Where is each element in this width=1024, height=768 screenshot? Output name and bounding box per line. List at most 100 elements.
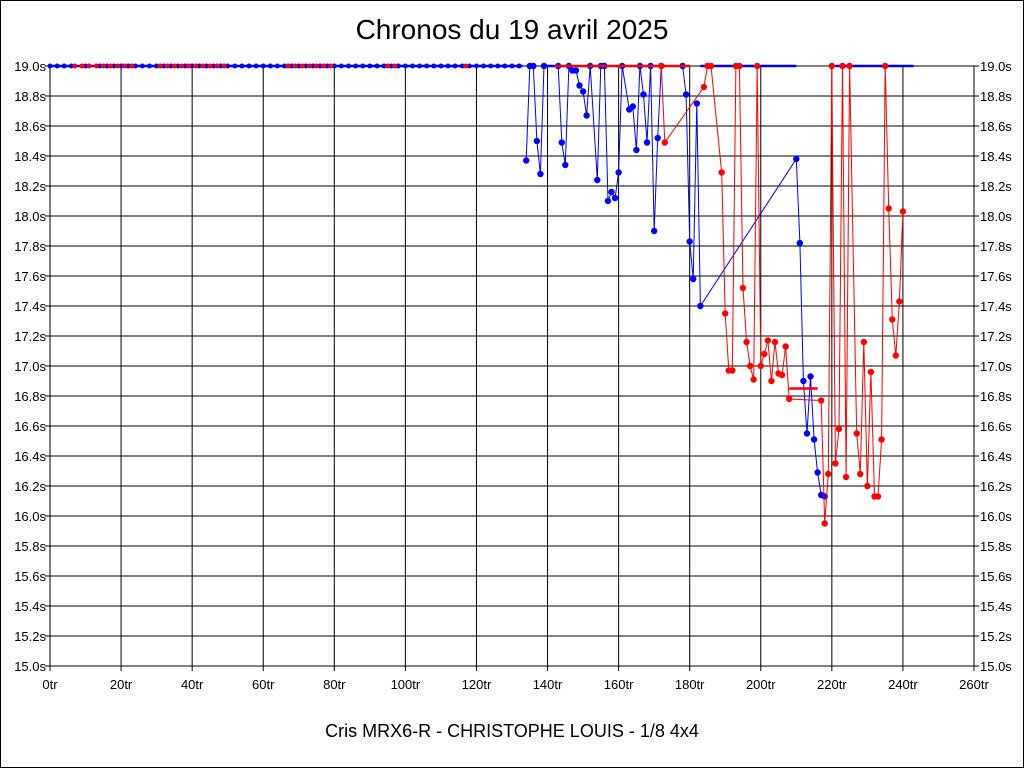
data-point	[658, 62, 665, 70]
axes	[45, 65, 979, 671]
y-tick-label-left: 17.2s	[14, 329, 46, 344]
data-point	[629, 103, 637, 110]
data-point	[104, 63, 110, 69]
data-point	[47, 63, 53, 69]
y-tick-label-right: 15.2s	[980, 629, 1012, 644]
data-point	[814, 469, 821, 476]
data-point	[253, 63, 259, 69]
y-tick-label-right: 15.8s	[980, 539, 1012, 554]
y-tick-label-right: 18.2s	[980, 179, 1012, 194]
data-point	[643, 139, 651, 146]
x-tick-label: 220tr	[817, 677, 847, 692]
data-point	[757, 362, 764, 370]
data-point	[896, 298, 903, 305]
data-point	[572, 67, 580, 74]
y-tick-label-right: 19.0s	[980, 59, 1012, 74]
data-point	[459, 63, 465, 69]
data-point	[686, 238, 693, 245]
x-tick-label: 140tr	[533, 677, 563, 692]
data-point	[392, 63, 398, 69]
y-tick-label-right: 15.0s	[980, 659, 1012, 674]
x-tick-label: 0tr	[42, 677, 58, 692]
x-tick-label: 260tr	[959, 677, 989, 692]
data-point	[750, 376, 757, 383]
data-point	[509, 63, 515, 69]
y-tick-label-left: 17.8s	[14, 239, 46, 254]
x-tick-label: 80tr	[323, 677, 346, 692]
data-point	[118, 63, 124, 69]
y-tick-label-left: 18.6s	[14, 119, 46, 134]
data-point	[768, 377, 775, 385]
data-point	[473, 63, 479, 69]
data-point	[633, 146, 640, 154]
data-point	[803, 430, 811, 437]
y-tick-label-left: 15.0s	[14, 659, 46, 674]
data-point	[83, 63, 89, 69]
data-point	[807, 373, 814, 380]
y-tick-label-right: 16.6s	[980, 419, 1012, 434]
data-point	[533, 137, 541, 145]
data-point	[381, 63, 387, 69]
data-point	[693, 100, 700, 107]
data-point	[317, 63, 323, 69]
data-point	[147, 63, 153, 69]
data-point	[86, 63, 92, 69]
data-point	[246, 63, 252, 69]
data-point	[832, 460, 839, 467]
data-point	[79, 63, 85, 69]
data-point	[583, 112, 590, 119]
y-tick-label-right: 16.0s	[980, 509, 1012, 524]
y-tick-label-left: 15.2s	[14, 629, 46, 644]
data-point	[495, 63, 501, 69]
data-point	[129, 63, 135, 69]
data-point	[139, 63, 145, 69]
data-point	[654, 134, 661, 142]
data-point	[175, 63, 181, 69]
data-point	[864, 482, 871, 490]
data-point	[466, 63, 472, 69]
data-point	[100, 63, 106, 69]
data-point	[839, 62, 846, 70]
data-point	[210, 63, 216, 69]
data-point	[186, 63, 192, 69]
data-point	[203, 63, 209, 69]
y-tick-label-left: 16.2s	[14, 479, 46, 494]
data-point	[122, 63, 128, 69]
data-point	[260, 63, 266, 69]
data-point	[516, 63, 522, 69]
data-point	[562, 161, 569, 169]
data-point	[743, 338, 750, 346]
data-point	[232, 63, 238, 69]
data-point	[182, 63, 188, 69]
data-point	[796, 239, 804, 247]
data-point	[540, 62, 548, 70]
data-point	[690, 275, 697, 283]
data-point	[200, 63, 206, 69]
y-tick-label-right: 17.0s	[980, 359, 1012, 374]
y-tick-label-left: 16.0s	[14, 509, 46, 524]
data-point	[650, 227, 658, 235]
data-point	[722, 310, 729, 317]
data-point	[579, 88, 587, 95]
data-point	[214, 63, 220, 69]
data-point	[825, 470, 832, 478]
data-point	[331, 63, 337, 69]
x-tick-label: 20tr	[110, 677, 133, 692]
data-point	[881, 62, 889, 70]
y-tick-label-left: 17.6s	[14, 269, 46, 284]
data-point	[452, 63, 458, 69]
data-point	[168, 63, 174, 69]
chart-subtitle: Cris MRX6-R - CHRISTOPHE LOUIS - 1/8 4x4	[325, 721, 699, 741]
data-point	[178, 63, 184, 69]
data-point	[640, 91, 647, 98]
data-point	[842, 473, 850, 481]
data-point	[431, 63, 437, 69]
data-point	[530, 62, 537, 70]
data-point	[786, 395, 793, 403]
data-point	[523, 157, 530, 164]
data-point	[817, 397, 825, 404]
data-point	[289, 63, 295, 69]
data-point	[324, 63, 330, 69]
data-point	[800, 377, 807, 385]
y-tick-label-right: 17.6s	[980, 269, 1012, 284]
